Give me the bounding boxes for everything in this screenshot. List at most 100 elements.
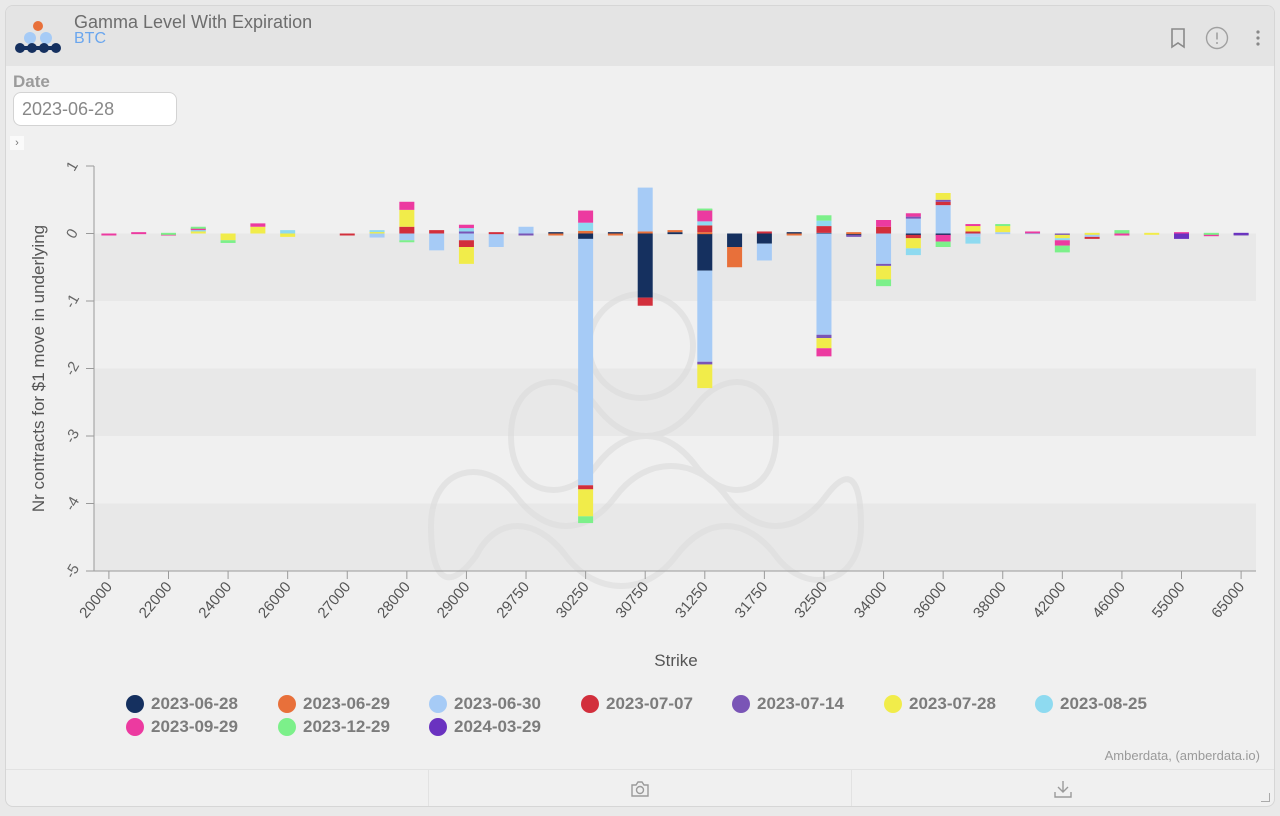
legend-item[interactable]: 2023-06-29 — [278, 694, 390, 714]
x-tick-label: 55000 — [1149, 579, 1189, 622]
legend-label: 2023-07-28 — [909, 694, 996, 713]
y-tick-label: -4 — [62, 494, 83, 514]
bar-segment — [667, 232, 683, 235]
bar-segment — [280, 233, 296, 237]
x-tick-label: 30250 — [553, 579, 593, 622]
x-tick-label: 42000 — [1030, 579, 1070, 622]
bar-segment — [905, 238, 921, 249]
bar-segment — [1054, 245, 1070, 253]
bar-segment — [965, 224, 981, 227]
bar-segment — [876, 263, 892, 266]
legend-item[interactable]: 2024-03-29 — [429, 717, 541, 737]
x-axis-title: Strike — [654, 651, 697, 670]
expand-chevron-icon[interactable]: › — [10, 136, 24, 150]
x-tick-label: 31250 — [672, 579, 712, 622]
legend-item[interactable]: 2023-12-29 — [278, 717, 390, 737]
bar-segment — [101, 233, 117, 236]
bar-segment — [1054, 238, 1070, 241]
credits-text[interactable]: Amberdata, (amberdata.io) — [1104, 748, 1260, 763]
bar-segment — [1174, 233, 1190, 239]
legend-item[interactable]: 2023-06-28 — [126, 694, 238, 714]
bar-segment — [548, 232, 564, 235]
x-tick-label: 27000 — [314, 579, 354, 622]
legend-swatch-icon — [429, 718, 447, 736]
date-input[interactable] — [13, 92, 177, 126]
legend-swatch-icon — [429, 695, 447, 713]
bar-segment — [518, 226, 534, 234]
bar-segment — [250, 226, 266, 234]
bar-segment — [578, 233, 594, 239]
bar-segment — [220, 240, 236, 243]
bar-segment — [458, 240, 474, 247]
bar-segment — [131, 232, 147, 235]
bookmark-icon[interactable] — [1166, 26, 1190, 50]
bar-segment — [488, 233, 504, 247]
bar-segment — [1203, 233, 1219, 237]
bar-segment — [1054, 234, 1070, 239]
bar-segment — [280, 230, 296, 234]
legend-item[interactable]: 2023-07-28 — [884, 694, 996, 714]
screenshot-button[interactable] — [429, 770, 852, 806]
bar-segment — [816, 334, 832, 339]
bar-segment — [1054, 240, 1070, 246]
bar-segment — [756, 233, 772, 244]
legend-item[interactable]: 2023-08-25 — [1035, 694, 1147, 714]
bar-segment — [190, 229, 206, 232]
bar-segment — [816, 338, 832, 349]
bar-segment — [995, 225, 1011, 233]
gamma-chart: 1 0 -1 -2 -3 -4 -5 Nr contracts for $1 move in … — [29, 158, 1256, 670]
legend-item[interactable]: 2023-06-30 — [429, 694, 541, 714]
bar-segment — [846, 232, 862, 235]
bar-segment — [458, 233, 474, 241]
legend-item[interactable]: 2023-07-07 — [581, 694, 693, 714]
bar-segment — [1174, 232, 1190, 235]
bar-segment — [876, 279, 892, 287]
download-button[interactable] — [852, 770, 1274, 806]
bar-segment — [190, 230, 206, 234]
bar-segment — [876, 233, 892, 264]
panel-header: Gamma Level With Expiration BTC — [6, 6, 1274, 66]
bar-segment — [399, 240, 415, 243]
bar-segment — [250, 223, 266, 227]
bar-segment — [458, 224, 474, 229]
bar-segment — [1084, 233, 1100, 237]
bar-segment — [995, 232, 1011, 235]
grid-bands — [94, 233, 1256, 571]
bar-segment — [816, 220, 832, 227]
bar-segment — [846, 233, 862, 236]
legend-swatch-icon — [884, 695, 902, 713]
bar-segment — [160, 232, 176, 235]
resize-handle[interactable] — [1261, 793, 1270, 802]
bar-segment — [399, 226, 415, 234]
bar-segment — [965, 233, 981, 237]
download-icon — [1054, 780, 1072, 798]
legend-item[interactable]: 2023-09-29 — [126, 717, 238, 737]
legend-label: 2024-03-29 — [454, 717, 541, 736]
bar-segment — [458, 231, 474, 234]
bar-segment — [1233, 232, 1249, 235]
bar-segment — [846, 234, 862, 237]
bar-segment — [905, 213, 921, 217]
bar-segment — [1084, 236, 1100, 239]
info-icon[interactable] — [1205, 26, 1229, 50]
y-tick-label: 1 — [63, 158, 82, 174]
bar-segment — [876, 226, 892, 234]
bar-segment — [697, 232, 713, 235]
bar-segment — [935, 241, 951, 247]
bar-segment — [697, 209, 713, 222]
x-tick-label: 32500 — [791, 579, 831, 622]
bar-segment — [1203, 232, 1219, 235]
y-tick-label: -3 — [62, 426, 83, 446]
bar-segment — [578, 222, 594, 231]
bar-segment — [905, 234, 921, 239]
bar-segment — [637, 187, 653, 232]
more-vertical-icon[interactable] — [1246, 26, 1270, 50]
bar-segment — [369, 233, 385, 238]
bar-segment — [667, 230, 683, 233]
legend-label: 2023-06-30 — [454, 694, 541, 713]
legend-item[interactable]: 2023-07-14 — [732, 694, 844, 714]
bar-segment — [190, 228, 206, 231]
legend-swatch-icon — [278, 695, 296, 713]
bar-segment — [965, 236, 981, 244]
legend-swatch-icon — [1035, 695, 1053, 713]
